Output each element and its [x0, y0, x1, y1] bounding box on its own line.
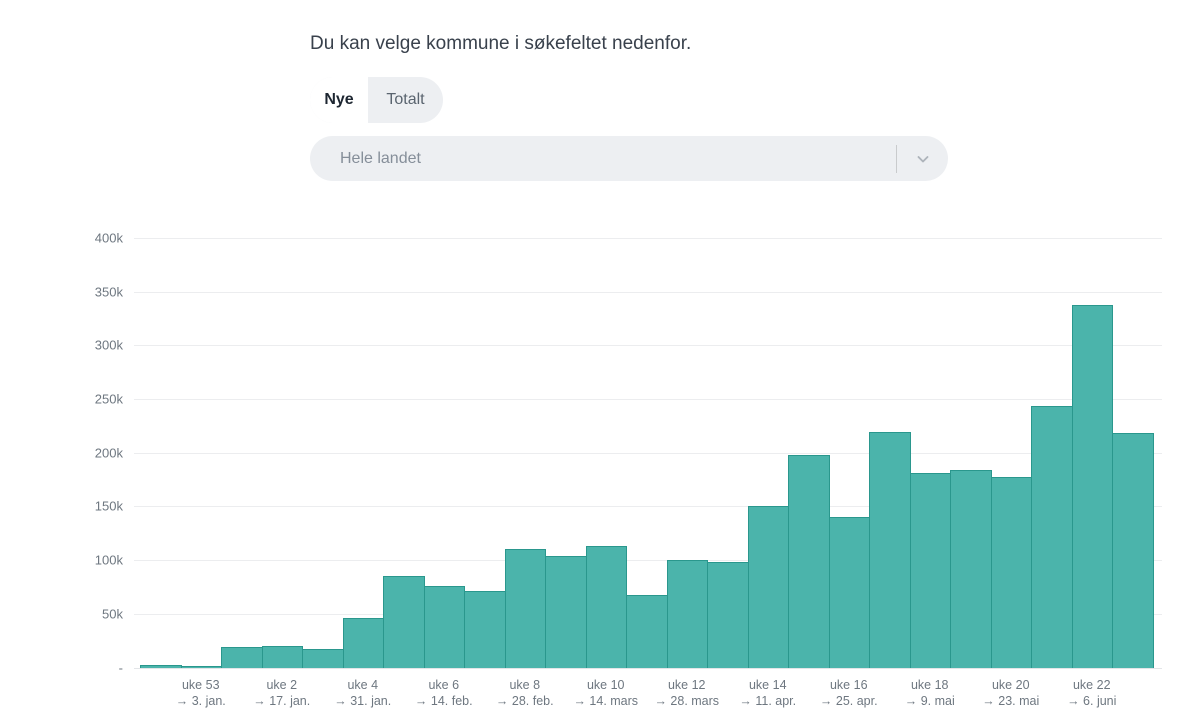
x-tick-date: → 9. mai	[904, 694, 955, 708]
x-tick-week: uke 22	[1072, 678, 1111, 692]
bar-uke-3[interactable]	[302, 649, 344, 668]
bar-uke-13[interactable]	[707, 562, 749, 668]
x-tick-date: → 14. mars	[573, 694, 639, 708]
bar-uke-52[interactable]	[140, 664, 182, 668]
x-tick-uke-18: uke 18 → 9. mai	[905, 677, 955, 709]
bar-uke-17[interactable]	[869, 432, 911, 668]
bar-uke-18[interactable]	[909, 473, 951, 668]
bar-uke-1[interactable]	[221, 647, 263, 668]
x-tick-week: uke 20	[991, 678, 1030, 692]
x-tick-week: uke 6	[428, 678, 460, 692]
gridline-150k	[134, 506, 1162, 508]
bar-uke-22[interactable]	[1071, 304, 1113, 668]
x-tick-week: uke 53	[181, 678, 220, 692]
bar-uke-7[interactable]	[464, 591, 506, 668]
y-tick-label: 350k	[94, 284, 123, 300]
bar-uke-5[interactable]	[383, 576, 425, 668]
x-tick-uke-8: uke 8 → 28. feb.	[496, 677, 554, 709]
toggle-option-nye[interactable]: Nye	[310, 77, 368, 123]
x-tick-uke-14: uke 14 → 11. apr.	[739, 677, 796, 709]
x-tick-week: uke 16	[829, 678, 868, 692]
x-tick-week: uke 10	[586, 678, 625, 692]
bar-uke-14[interactable]	[747, 506, 789, 668]
x-tick-uke-2: uke 2 → 17. jan.	[253, 677, 310, 709]
x-tick-uke-10: uke 10 → 14. mars	[573, 677, 638, 709]
x-tick-week: uke 2	[266, 678, 298, 692]
bar-uke-4[interactable]	[342, 618, 384, 668]
select-divider	[896, 144, 897, 173]
y-tick-label: 300k	[94, 337, 123, 353]
y-tick-label: 50k	[102, 606, 123, 622]
x-tick-week: uke 14	[748, 678, 787, 692]
bar-uke-21[interactable]	[1031, 405, 1073, 668]
bar-uke-23[interactable]	[1112, 433, 1154, 668]
x-tick-date: → 31. jan.	[334, 694, 392, 708]
bar-uke-9[interactable]	[545, 555, 587, 668]
chevron-down-icon[interactable]	[897, 150, 948, 168]
x-tick-uke-53: uke 53 → 3. jan.	[176, 677, 226, 709]
gridline-100k	[134, 560, 1162, 562]
x-tick-date: → 28. feb.	[495, 694, 554, 708]
x-tick-date: → 25. apr.	[819, 694, 878, 708]
bar-uke-19[interactable]	[950, 469, 992, 668]
x-tick-uke-6: uke 6 → 14. feb.	[415, 677, 473, 709]
vaccination-bar-chart: 400k 350k 300k 250k 200k 150k 100k 50k - uke 53 →…	[0, 231, 1185, 709]
x-tick-date: → 6. juni	[1067, 694, 1117, 708]
x-tick-date: → 23. mai	[982, 694, 1040, 708]
bar-uke-10[interactable]	[585, 546, 627, 668]
bar-uke-16[interactable]	[828, 517, 870, 668]
bars	[140, 238, 1154, 668]
y-tick-label: -	[118, 660, 123, 675]
gridline-400k	[134, 238, 1162, 239]
x-tick-date: → 11. apr.	[739, 694, 797, 708]
gridline--	[134, 667, 1162, 669]
y-tick-label: 150k	[94, 498, 123, 514]
gridline-300k	[134, 345, 1162, 347]
x-tick-uke-22: uke 22 → 6. juni	[1067, 677, 1116, 709]
x-tick-uke-16: uke 16 → 25. apr.	[820, 677, 878, 709]
gridline-200k	[134, 452, 1162, 454]
y-tick-label: 250k	[94, 391, 123, 407]
y-tick-label: 200k	[94, 445, 123, 461]
x-tick-date: → 14. feb.	[414, 694, 473, 708]
x-tick-week: uke 4	[347, 678, 379, 692]
bar-uke-15[interactable]	[788, 454, 830, 668]
bar-uke-11[interactable]	[626, 594, 668, 668]
new-total-toggle[interactable]: Nye Totalt	[310, 77, 443, 123]
x-tick-date: → 17. jan.	[253, 694, 311, 708]
gridline-350k	[134, 291, 1162, 293]
x-tick-uke-20: uke 20 → 23. mai	[982, 677, 1039, 709]
x-tick-uke-4: uke 4 → 31. jan.	[334, 677, 391, 709]
x-tick-week: uke 8	[509, 678, 541, 692]
x-tick-date: → 3. jan.	[175, 694, 226, 708]
toggle-option-totalt[interactable]: Totalt	[386, 91, 425, 108]
x-tick-week: uke 18	[910, 678, 949, 692]
municipality-select-value: Hele landet	[340, 149, 421, 167]
bar-uke-6[interactable]	[423, 585, 465, 668]
y-tick-label: 400k	[94, 230, 123, 246]
y-tick-label: 100k	[94, 552, 123, 568]
bar-uke-2[interactable]	[261, 646, 303, 668]
bar-uke-8[interactable]	[504, 549, 546, 668]
gridline-250k	[134, 399, 1162, 401]
municipality-select[interactable]: Hele landet	[310, 136, 948, 181]
bar-uke-20[interactable]	[990, 477, 1032, 668]
bar-uke-53[interactable]	[180, 666, 222, 668]
bar-uke-12[interactable]	[666, 560, 708, 668]
x-tick-date: → 28. mars	[654, 694, 720, 708]
instruction-text: Du kan velge kommune i søkefeltet nedenf…	[310, 33, 692, 54]
x-tick-uke-12: uke 12 → 28. mars	[654, 677, 719, 709]
x-tick-week: uke 12	[667, 678, 706, 692]
